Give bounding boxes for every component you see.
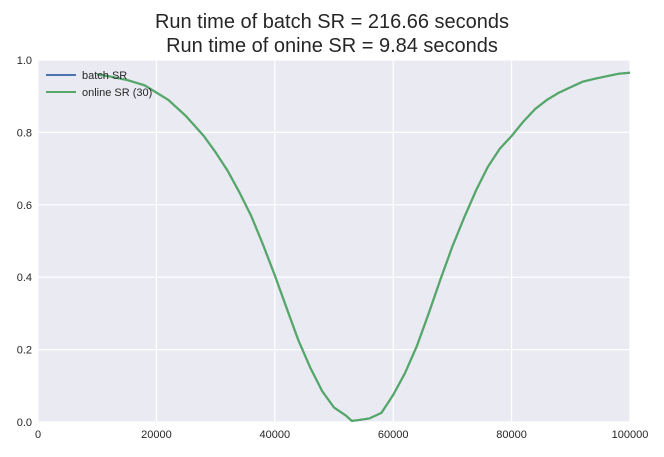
plot-area bbox=[38, 60, 630, 422]
x-tick-label: 60000 bbox=[378, 429, 409, 441]
x-tick-label: 0 bbox=[35, 429, 41, 441]
y-tick-label: 0.0 bbox=[17, 417, 32, 429]
y-tick-label: 0.8 bbox=[17, 127, 32, 139]
y-tick-label: 0.2 bbox=[17, 345, 32, 357]
y-tick-label: 0.6 bbox=[17, 200, 32, 212]
chart-title: Run time of batch SR = 216.66 seconds bbox=[154, 11, 510, 33]
legend-label: online SR (30) bbox=[82, 87, 152, 99]
chart-subtitle: Run time of onine SR = 9.84 seconds bbox=[166, 35, 498, 57]
grid-lines bbox=[37, 59, 631, 423]
legend: batch SR online SR (30) bbox=[46, 70, 152, 99]
series-line-2 bbox=[97, 71, 631, 422]
x-axis-ticks: 0 20000 40000 60000 80000 100000 bbox=[35, 429, 648, 441]
x-tick-label: 100000 bbox=[612, 429, 649, 441]
x-tick-label: 20000 bbox=[141, 429, 172, 441]
y-tick-label: 1.0 bbox=[17, 55, 32, 67]
legend-label: batch SR bbox=[82, 70, 127, 82]
x-tick-label: 80000 bbox=[496, 429, 527, 441]
y-tick-label: 0.4 bbox=[17, 272, 32, 284]
y-axis-ticks: 0.0 0.2 0.4 0.6 0.8 1.0 bbox=[17, 55, 32, 429]
x-tick-label: 40000 bbox=[260, 429, 291, 441]
series-lines bbox=[97, 71, 631, 422]
